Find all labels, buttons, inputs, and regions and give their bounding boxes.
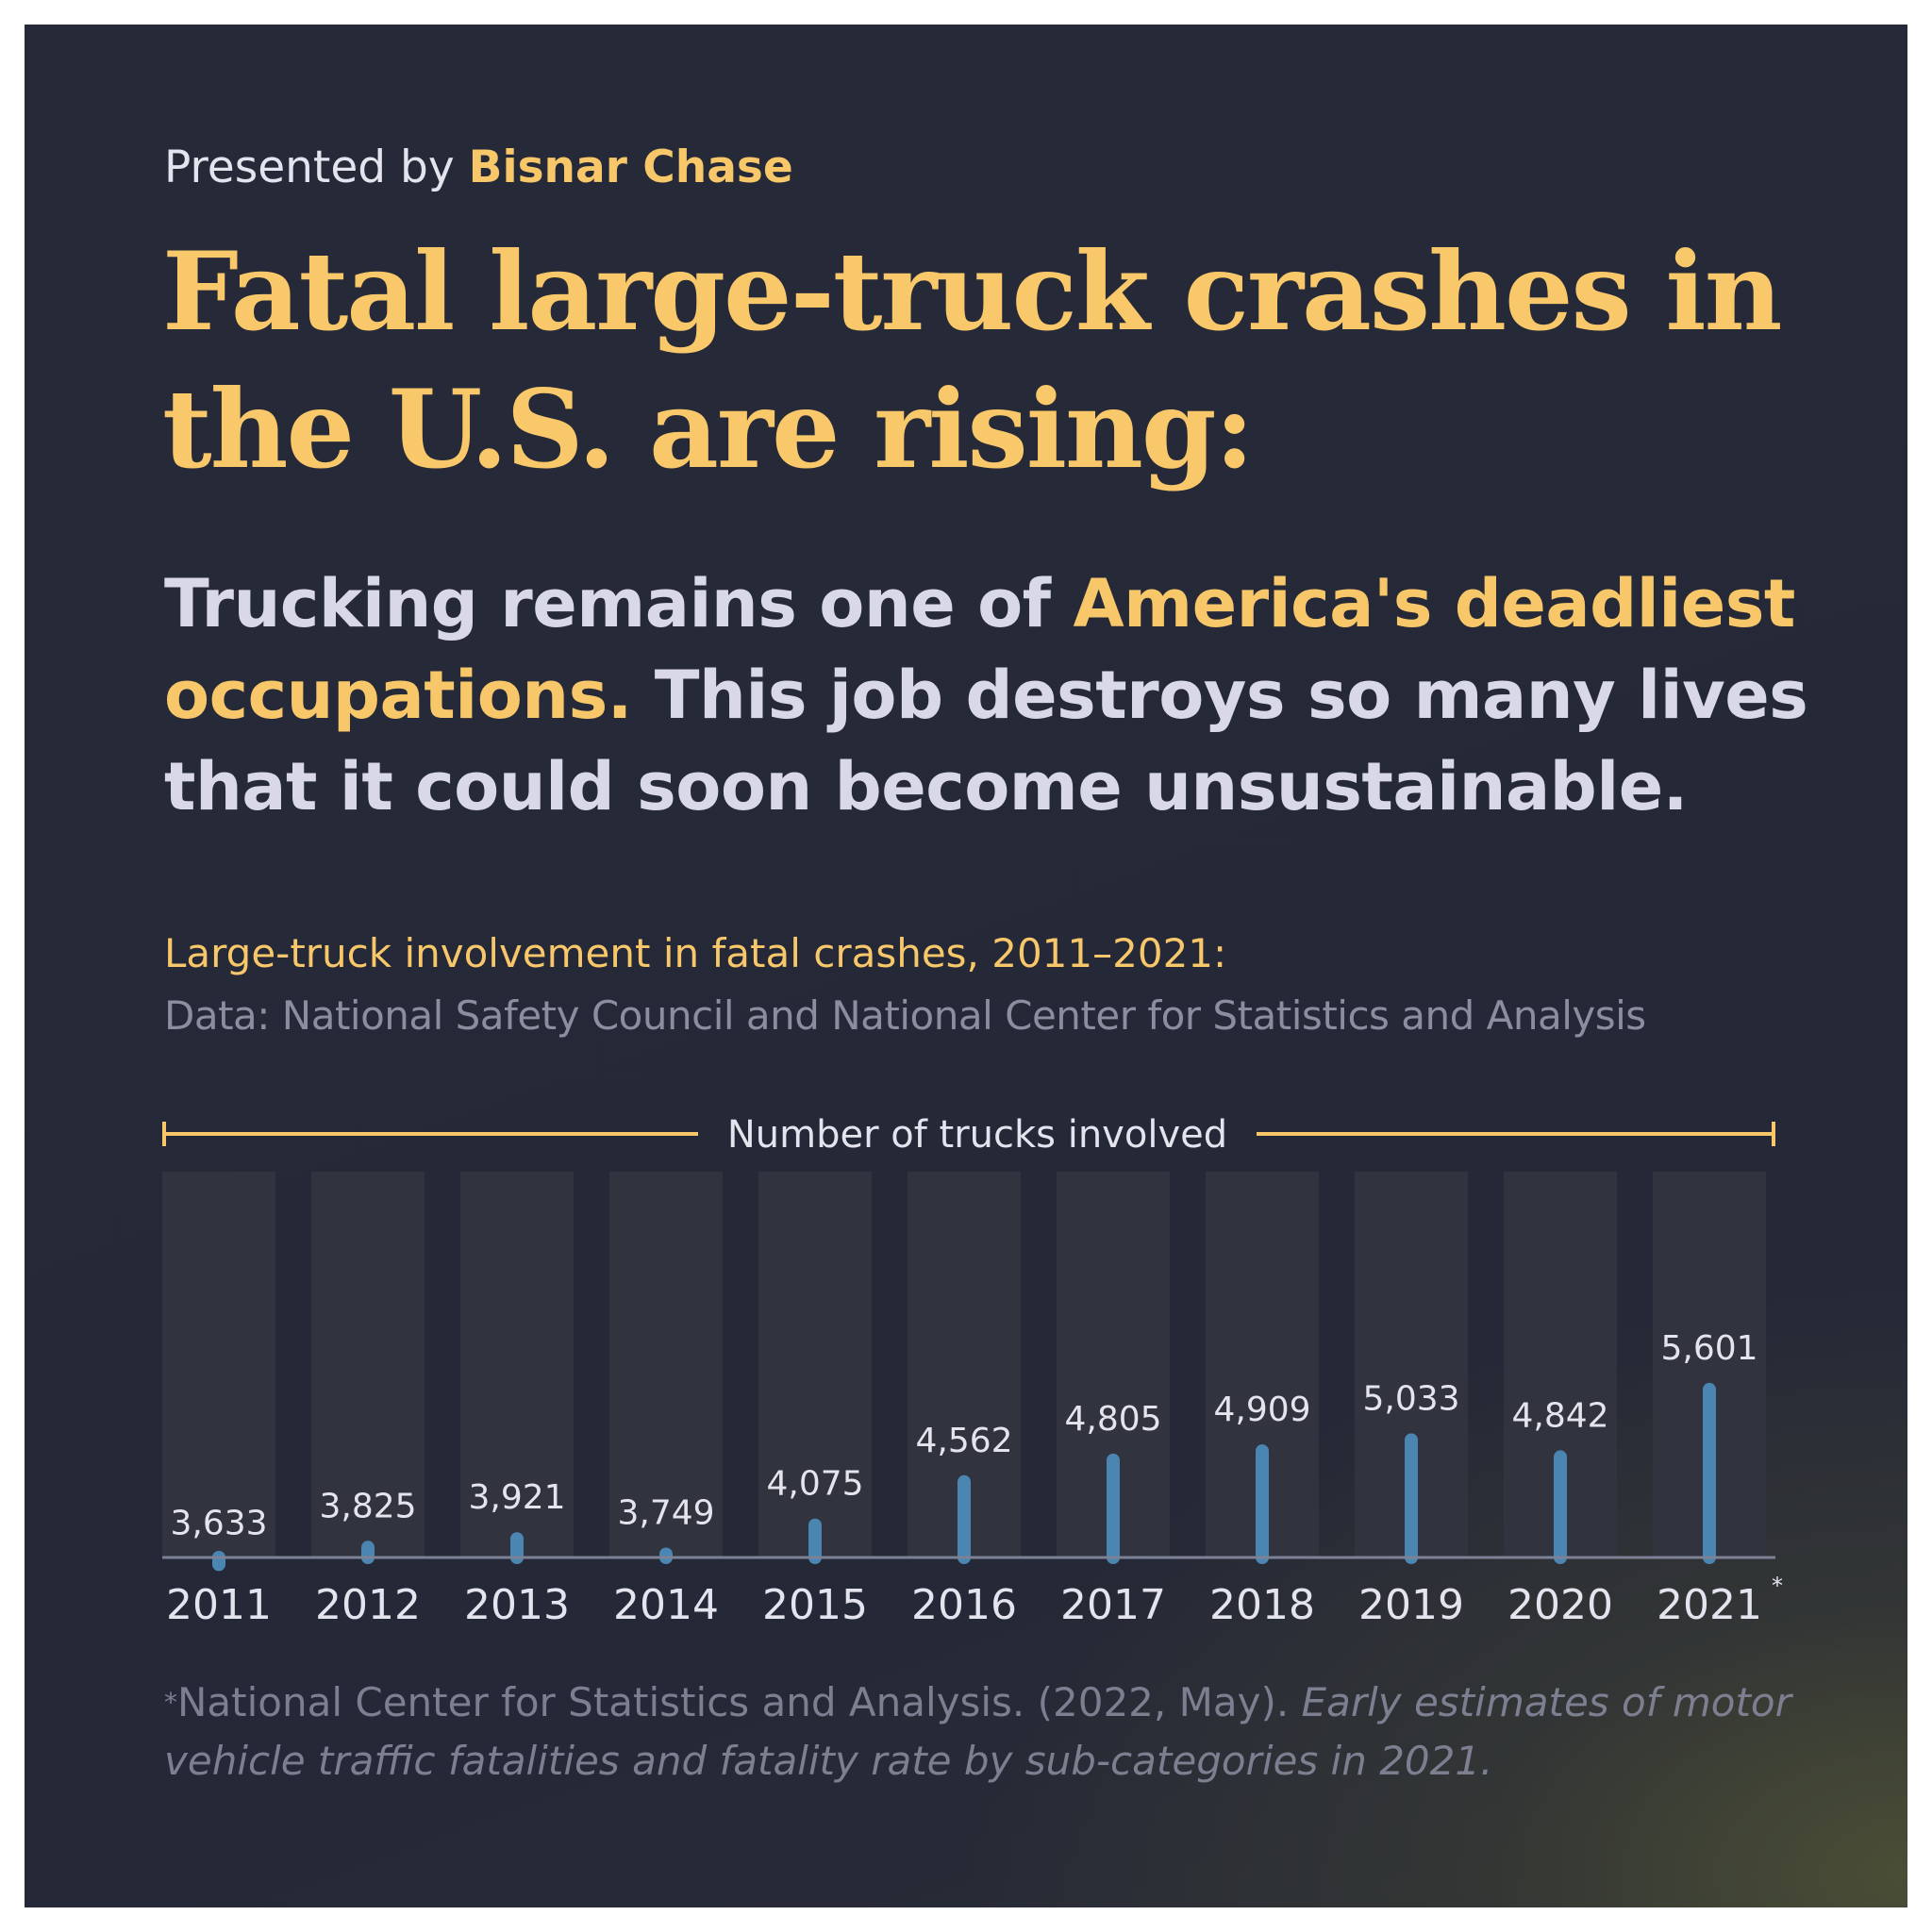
value-label: 3,921 bbox=[468, 1478, 565, 1517]
value-label: 4,909 bbox=[1213, 1391, 1310, 1429]
column-background bbox=[758, 1172, 872, 1557]
value-label: 3,749 bbox=[617, 1493, 714, 1532]
value-label: 4,562 bbox=[915, 1422, 1012, 1460]
footnote-text: National Center for Statistics and Analy… bbox=[177, 1679, 1290, 1725]
subhead-highlight: America's deadliest occupations. bbox=[164, 565, 1795, 734]
value-label: 4,842 bbox=[1511, 1396, 1608, 1435]
value-label: 5,601 bbox=[1660, 1329, 1757, 1368]
infographic-card: Presented by Bisnar Chase Fatal large-tr… bbox=[25, 25, 1907, 1907]
subhead-part2: This job destroys so many lives that it … bbox=[164, 657, 1808, 825]
value-label: 4,075 bbox=[766, 1465, 863, 1504]
year-label: 2020 bbox=[1507, 1581, 1613, 1629]
brand-name: Bisnar Chase bbox=[468, 142, 793, 193]
year-label: 2012 bbox=[315, 1581, 421, 1629]
value-label: 4,805 bbox=[1064, 1400, 1161, 1439]
year-label: 2016 bbox=[911, 1581, 1017, 1629]
chart-header-label: Number of trucks involved bbox=[727, 1113, 1227, 1157]
subheadline: Trucking remains one of America's deadli… bbox=[164, 558, 1862, 833]
year-label: 2011 bbox=[166, 1581, 272, 1629]
value-label: 3,633 bbox=[170, 1504, 267, 1542]
column-background bbox=[311, 1172, 425, 1557]
column-background bbox=[162, 1172, 275, 1557]
value-label: 5,033 bbox=[1362, 1379, 1459, 1418]
presented-prefix: Presented by bbox=[164, 142, 455, 193]
footnote: *National Center for Statistics and Anal… bbox=[164, 1674, 1862, 1790]
bar-chart: Number of trucks involved 3,633 2011 3,825 2… bbox=[162, 1113, 1783, 1629]
year-label: 2021 bbox=[1657, 1581, 1762, 1629]
year-label: 2018 bbox=[1209, 1581, 1315, 1629]
chart-source: Data: National Safety Council and Nation… bbox=[164, 992, 1646, 1039]
footnote-title: Early estimates of motor vehicle traffic… bbox=[164, 1679, 1791, 1784]
year-label: 2015 bbox=[762, 1581, 868, 1629]
footnote-marker: * bbox=[164, 1687, 177, 1718]
year-label: 2019 bbox=[1358, 1581, 1464, 1629]
year-label: 2017 bbox=[1060, 1581, 1166, 1629]
headline: Fatal large-truck crashes in the U.S. ar… bbox=[162, 228, 1783, 492]
year-label: 2014 bbox=[613, 1581, 719, 1629]
subhead-part1: Trucking remains one of bbox=[164, 565, 1051, 642]
year-label: 2013 bbox=[464, 1581, 570, 1629]
presented-by-line: Presented by Bisnar Chase bbox=[164, 142, 793, 193]
value-label: 3,825 bbox=[319, 1487, 416, 1525]
column-background bbox=[460, 1172, 574, 1557]
year-marker: * bbox=[1772, 1573, 1783, 1599]
column-background bbox=[609, 1172, 723, 1557]
chart-title: Large-truck involvement in fatal crashes… bbox=[164, 930, 1227, 976]
